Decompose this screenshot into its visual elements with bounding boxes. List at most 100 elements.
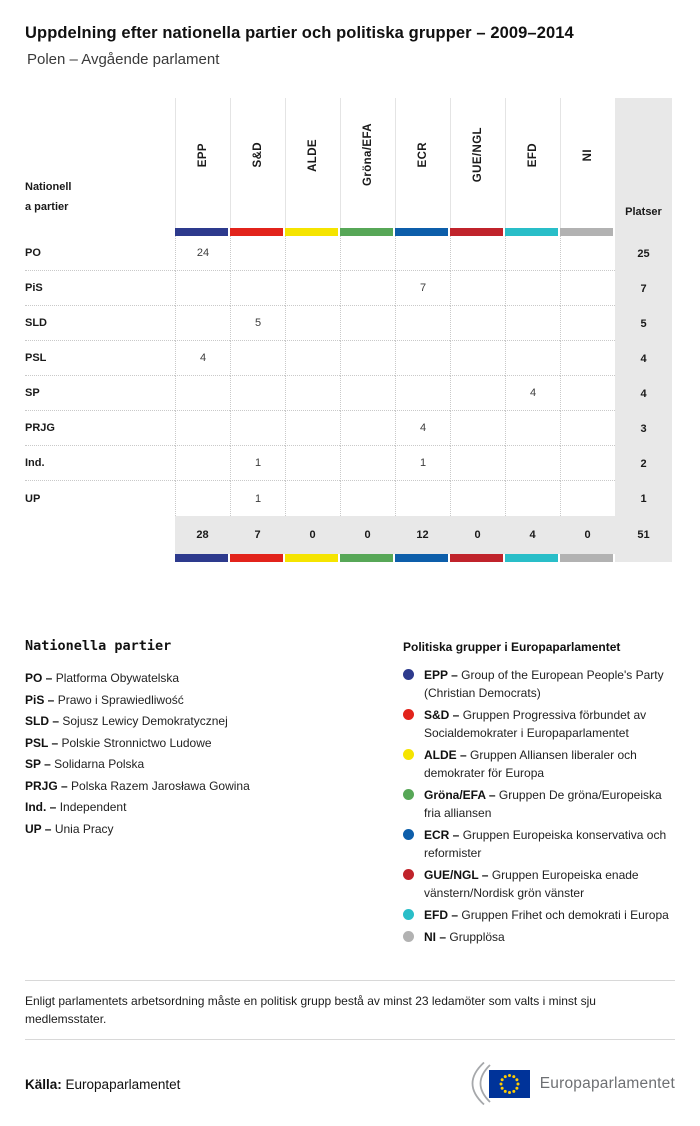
party-abbr: PO – xyxy=(25,671,53,685)
legend-political-groups: Politiska grupper i Europaparlamentet EP… xyxy=(403,638,675,950)
legend-group-item: NI – Grupplösa xyxy=(403,928,675,946)
legend-parties-title: Nationella partier xyxy=(25,638,172,654)
row-label: SP xyxy=(25,376,175,411)
table-cell xyxy=(450,411,505,446)
table-cell: 1 xyxy=(230,446,285,481)
table-cell xyxy=(175,411,230,446)
table-cell xyxy=(395,236,450,271)
table-cell xyxy=(450,376,505,411)
table-cell xyxy=(450,271,505,306)
table-cell xyxy=(340,306,395,341)
table-cell: 4 xyxy=(395,411,450,446)
legend-group-item: EPP – Group of the European People's Par… xyxy=(403,666,675,702)
seats-column-fill xyxy=(615,554,672,562)
group-color-bar xyxy=(230,228,285,236)
total-row-spacer xyxy=(25,516,175,554)
row-header-line1: Nationell xyxy=(25,181,72,194)
party-name: Solidarna Polska xyxy=(54,757,145,771)
total-cell: 28 xyxy=(175,516,230,554)
table-cell xyxy=(340,411,395,446)
group-color-bar xyxy=(340,228,395,236)
table-cell xyxy=(340,481,395,516)
page-subtitle: Polen – Avgående parlament xyxy=(27,51,220,68)
table-cell xyxy=(285,481,340,516)
party-name: Prawo i Sprawiedliwość xyxy=(57,692,184,707)
table-cell xyxy=(560,411,615,446)
group-name: Gruppen Frihet och demokrati i Europa xyxy=(461,908,669,922)
seats-column-fill xyxy=(615,228,672,236)
party-name: Polskie Stronnictwo Ludowe xyxy=(61,735,212,750)
group-text: EFD – Gruppen Frihet och demokrati i Eur… xyxy=(424,906,669,924)
table-cell: 7 xyxy=(395,271,450,306)
table-cell xyxy=(560,376,615,411)
table-cell xyxy=(340,376,395,411)
group-abbr: Gröna/EFA – xyxy=(424,788,496,802)
table-cell xyxy=(505,411,560,446)
legend-party-item: PiS – Prawo i Sprawiedliwość xyxy=(25,690,385,712)
group-color-bar xyxy=(505,228,560,236)
party-abbr: Ind. – xyxy=(25,800,57,814)
seats-label: Platser xyxy=(625,206,662,218)
group-name: Group of the European People's Party (Ch… xyxy=(424,668,664,700)
table-cell xyxy=(230,411,285,446)
table-cell: 4 xyxy=(505,376,560,411)
party-abbr: SP – xyxy=(25,757,51,771)
group-color-bar xyxy=(175,554,230,562)
table-cell xyxy=(450,341,505,376)
group-text: ECR – Gruppen Europeiska konservativa oc… xyxy=(424,826,675,862)
table-cell xyxy=(175,446,230,481)
group-color-dot xyxy=(403,829,414,840)
group-abbr: NI – xyxy=(424,930,447,944)
party-name: Polska Razem Jarosława Gowina xyxy=(71,778,250,793)
row-header-line2: a partier xyxy=(25,201,69,214)
source-text: Källa: Europaparlamentet xyxy=(25,1077,180,1092)
table-cell xyxy=(230,341,285,376)
group-abbr: S&D – xyxy=(424,708,460,722)
european-parliament-logo: Europaparlamentet xyxy=(456,1062,675,1106)
group-color-bar xyxy=(450,554,505,562)
row-header: Nationell a partier xyxy=(25,98,175,228)
table-cell xyxy=(175,306,230,341)
total-cell: 0 xyxy=(560,516,615,554)
table-cell xyxy=(285,446,340,481)
group-abbr: GUE/NGL – xyxy=(424,868,489,882)
page-title: Uppdelning efter nationella partier och … xyxy=(25,24,574,42)
table-cell xyxy=(395,306,450,341)
group-abbr: EPP – xyxy=(424,668,458,682)
legend-party-item: PRJG – Polska Razem Jarosława Gowina xyxy=(25,776,385,798)
table-cell xyxy=(395,481,450,516)
group-color-bar xyxy=(340,554,395,562)
table-cell: 5 xyxy=(230,306,285,341)
column-header-efd: EFD xyxy=(505,98,560,228)
table-cell xyxy=(450,446,505,481)
row-label: PO xyxy=(25,236,175,271)
table-cell xyxy=(230,376,285,411)
group-color-bar xyxy=(505,554,560,562)
column-header-ecr: ECR xyxy=(395,98,450,228)
total-seats: 51 xyxy=(615,516,672,554)
footnote: Enligt parlamentets arbetsordning måste … xyxy=(25,994,596,1026)
group-name: Gruppen De gröna/Europeiska fria allians… xyxy=(424,788,662,820)
seats-cell: 5 xyxy=(615,306,672,341)
column-header-label: EPP xyxy=(197,142,209,168)
table-cell xyxy=(505,271,560,306)
table-cell xyxy=(230,271,285,306)
total-cell: 0 xyxy=(340,516,395,554)
legend-national-parties: Nationella partier PO – Platforma Obywat… xyxy=(25,638,385,950)
legend-group-item: S&D – Gruppen Progressiva förbundet av S… xyxy=(403,706,675,742)
table-cell xyxy=(285,236,340,271)
table-cell xyxy=(560,341,615,376)
seats-cell: 4 xyxy=(615,376,672,411)
column-header-label: Gröna/EFA xyxy=(362,123,374,187)
seats-cell: 1 xyxy=(615,481,672,516)
group-text: NI – Grupplösa xyxy=(424,928,505,946)
table-cell xyxy=(505,236,560,271)
legend-group-item: ECR – Gruppen Europeiska konservativa oc… xyxy=(403,826,675,862)
table-cell xyxy=(560,446,615,481)
party-group-table: Nationell a partier EPP S&D ALDE Gröna/E… xyxy=(25,98,675,562)
column-header-ni: NI xyxy=(560,98,615,228)
table-cell xyxy=(505,341,560,376)
bar-row-spacer xyxy=(25,554,175,562)
party-name: Platforma Obywatelska xyxy=(55,671,180,685)
legend-party-item: UP – Unia Pracy xyxy=(25,819,385,841)
